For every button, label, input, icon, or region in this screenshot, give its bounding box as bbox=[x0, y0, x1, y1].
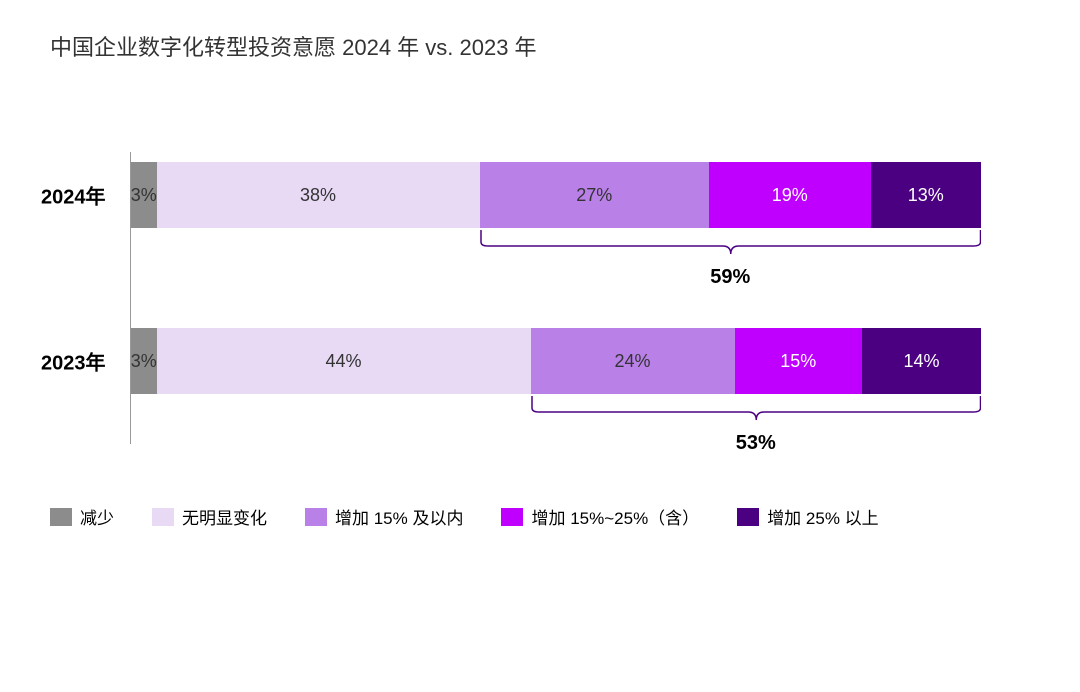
bar-segment: 27% bbox=[480, 162, 710, 228]
segment-value-label: 19% bbox=[772, 185, 808, 206]
stacked-bar: 3% 44% 24% 15% 14% bbox=[131, 328, 981, 394]
year-label: 2024年 bbox=[41, 181, 106, 210]
segment-value-label: 38% bbox=[300, 185, 336, 206]
segment-value-label: 15% bbox=[780, 351, 816, 372]
bar-segment: 38% bbox=[157, 162, 480, 228]
segment-value-label: 3% bbox=[131, 351, 157, 372]
legend-swatch bbox=[305, 508, 327, 526]
curly-brace-icon bbox=[480, 228, 982, 264]
chart-area: 2024年3%38%27%19%13%59%2023年3%44%24%15%14… bbox=[130, 152, 1030, 444]
bar-segment: 24% bbox=[531, 328, 735, 394]
legend-item: 增加 15% 及以内 bbox=[305, 504, 463, 529]
legend-item: 增加 25% 以上 bbox=[737, 504, 878, 529]
bar-row: 2023年3%44%24%15%14%53% bbox=[131, 328, 1030, 394]
segment-value-label: 13% bbox=[908, 185, 944, 206]
legend-item: 无明显变化 bbox=[152, 504, 267, 529]
bar-segment: 13% bbox=[871, 162, 982, 228]
legend-swatch bbox=[50, 508, 72, 526]
segment-value-label: 24% bbox=[614, 351, 650, 372]
legend-label: 减少 bbox=[80, 504, 114, 529]
bar-segment: 14% bbox=[862, 328, 981, 394]
stacked-bar: 3% 38% 27% 19% 13% bbox=[131, 162, 981, 228]
bracket-annotation: 53% bbox=[531, 394, 982, 464]
bracket-total-label: 53% bbox=[531, 432, 982, 455]
bar-segment: 44% bbox=[157, 328, 531, 394]
segment-value-label: 3% bbox=[131, 185, 157, 206]
legend-label: 增加 15% 及以内 bbox=[335, 504, 463, 529]
legend-item: 增加 15%~25%（含） bbox=[501, 504, 699, 529]
legend: 减少 无明显变化 增加 15% 及以内 增加 15%~25%（含） 增加 25% 以上 bbox=[50, 504, 1030, 529]
legend-swatch bbox=[152, 508, 174, 526]
legend-label: 增加 15%~25%（含） bbox=[531, 504, 699, 529]
curly-brace-icon bbox=[531, 394, 982, 430]
segment-value-label: 44% bbox=[325, 351, 361, 372]
legend-label: 无明显变化 bbox=[182, 504, 267, 529]
bracket-annotation: 59% bbox=[480, 228, 982, 298]
bar-segment: 3% bbox=[131, 328, 157, 394]
legend-swatch bbox=[737, 508, 759, 526]
chart-title: 中国企业数字化转型投资意愿 2024 年 vs. 2023 年 bbox=[50, 30, 1030, 62]
year-label: 2023年 bbox=[41, 347, 106, 376]
bar-segment: 3% bbox=[131, 162, 157, 228]
legend-item: 减少 bbox=[50, 504, 114, 529]
bar-row: 2024年3%38%27%19%13%59% bbox=[131, 162, 1030, 228]
bar-segment: 19% bbox=[709, 162, 871, 228]
bar-segment: 15% bbox=[735, 328, 863, 394]
segment-value-label: 27% bbox=[576, 185, 612, 206]
legend-swatch bbox=[501, 508, 523, 526]
segment-value-label: 14% bbox=[903, 351, 939, 372]
legend-label: 增加 25% 以上 bbox=[767, 504, 878, 529]
bracket-total-label: 59% bbox=[480, 266, 982, 289]
